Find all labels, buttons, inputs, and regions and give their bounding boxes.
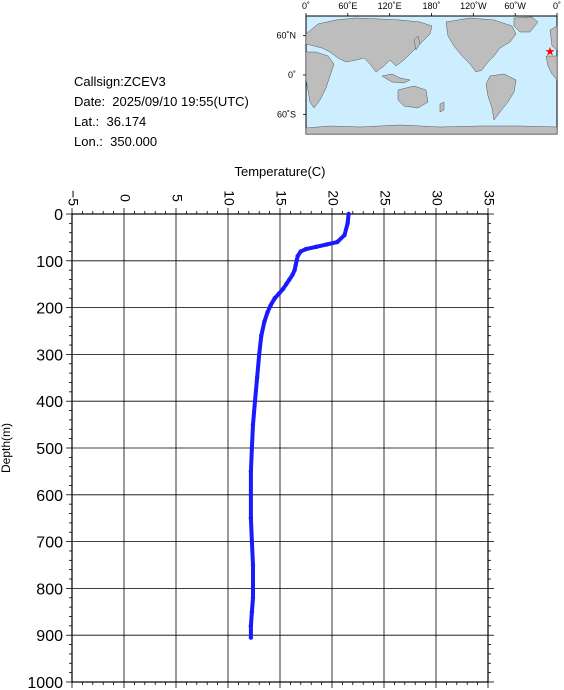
temperature-data-point [257,352,262,357]
y-tick-label: 300 [36,347,63,364]
x-tick-label: 10 [221,190,237,206]
x-tick-label: 0 [117,194,133,202]
map-lon-label: 60˚E [338,1,357,11]
map-lon-label: 0˚ [302,1,310,11]
temperature-data-point [314,244,319,249]
temperature-data-point [254,375,260,380]
temperature-data-point [342,232,347,238]
temperature-data-point [272,296,277,301]
x-tick-label: 15 [273,190,289,206]
temperature-data-point [259,333,264,338]
latitude-label: Lat.: 36.174 [74,114,147,129]
temperature-data-point [248,623,254,629]
x-tick-label: 20 [325,190,341,206]
temperature-data-point [248,635,254,640]
y-tick-label: 0 [54,207,63,224]
temperature-data-point [249,539,255,544]
x-tick-label: 30 [429,190,445,206]
temperature-data-point [324,242,329,247]
temperature-data-point [292,267,297,273]
y-tick-label: 100 [36,254,63,271]
map-lon-label: 180˚ [422,1,440,11]
y-tick-label: 200 [36,301,63,318]
map-lat-label: 60˚S [277,109,296,119]
plot-frame [71,213,489,683]
temperature-data-point [248,492,254,497]
temperature-data-point [249,445,255,451]
islands-japan [413,35,421,51]
cast-info: Callsign:ZCEV3 Date: 2025/09/10 19:55(UT… [74,72,249,152]
temperature-data-point [248,469,254,474]
continent-africa [305,51,335,109]
temperature-data-point [250,422,256,427]
y-tick-label: 600 [36,488,63,505]
temperature-data-point [262,319,267,324]
y-tick-label: 800 [36,581,63,598]
continent-greenland [513,16,539,33]
temperature-data-point [265,310,270,315]
temperature-data-point [335,239,340,245]
date-label: Date: 2025/09/10 19:55(UTC) [74,94,249,109]
temperature-data-point [249,609,255,614]
y-tick-label: 1000 [27,675,63,690]
temperature-data-point [346,211,351,217]
location-map: 0˚ 60˚E 120˚E 180˚ 120˚W 60˚W 0˚ 60˚N 0˚ 60˚S ★ [276,1,561,135]
temperature-data-point [295,253,300,259]
x-axis-title: Temperature(C) [234,164,325,179]
y-tick-label: 400 [36,394,63,411]
y-tick-label: 700 [36,535,63,552]
temperature-data-point [287,277,292,282]
continent-australia [397,85,429,109]
callsign-label: Callsign:ZCEV3 [74,74,166,89]
continent-eurasia [305,17,433,73]
temperature-data-point [345,221,350,226]
islands-new-zealand [439,101,445,113]
map-lat-label: 0˚ [288,70,296,80]
temperature-data-point [298,249,303,254]
x-tick-label: 25 [377,190,393,206]
y-axis-title: Depth(m) [0,423,13,473]
temperature-data-point [252,399,258,404]
y-tick-label: 500 [36,441,63,458]
temperature-data-point [276,291,282,296]
location-marker-icon: ★ [545,44,556,58]
continent-south-america [485,73,517,121]
continent-antarctica [305,124,558,135]
continent-europe-west [549,25,558,51]
map-lon-label: 60˚W [504,1,526,11]
map-lat-label: 60˚N [276,31,296,41]
map-lon-label: 120˚W [460,1,487,11]
map-lon-label: 0˚ [553,1,561,11]
x-tick-label: −5 [65,190,81,206]
x-tick-label: 5 [169,194,185,202]
temperature-data-point [303,246,309,252]
temperature-data-point [248,516,254,521]
temperature-data-point [280,286,286,292]
temperature-data-point [293,263,298,268]
chart-grid [71,213,489,683]
x-tick-label: 35 [481,190,497,206]
temperature-data-point [250,595,256,600]
temperature-data-point [294,258,299,263]
continent-north-america [445,17,517,73]
longitude-label: Lon.: 350.000 [74,134,158,149]
y-tick-label: 900 [36,628,63,645]
temperature-data-point [268,303,273,308]
islands-indonesia [381,73,411,84]
temperature-profile-line [248,212,351,640]
temperature-data-point [250,562,256,568]
map-land [305,16,558,135]
temperature-data-point [250,586,256,591]
temperature-data-point [284,282,289,287]
continent-africa-west [545,55,558,81]
temperature-data-point [290,272,295,278]
map-lon-label: 120˚E [378,1,402,11]
